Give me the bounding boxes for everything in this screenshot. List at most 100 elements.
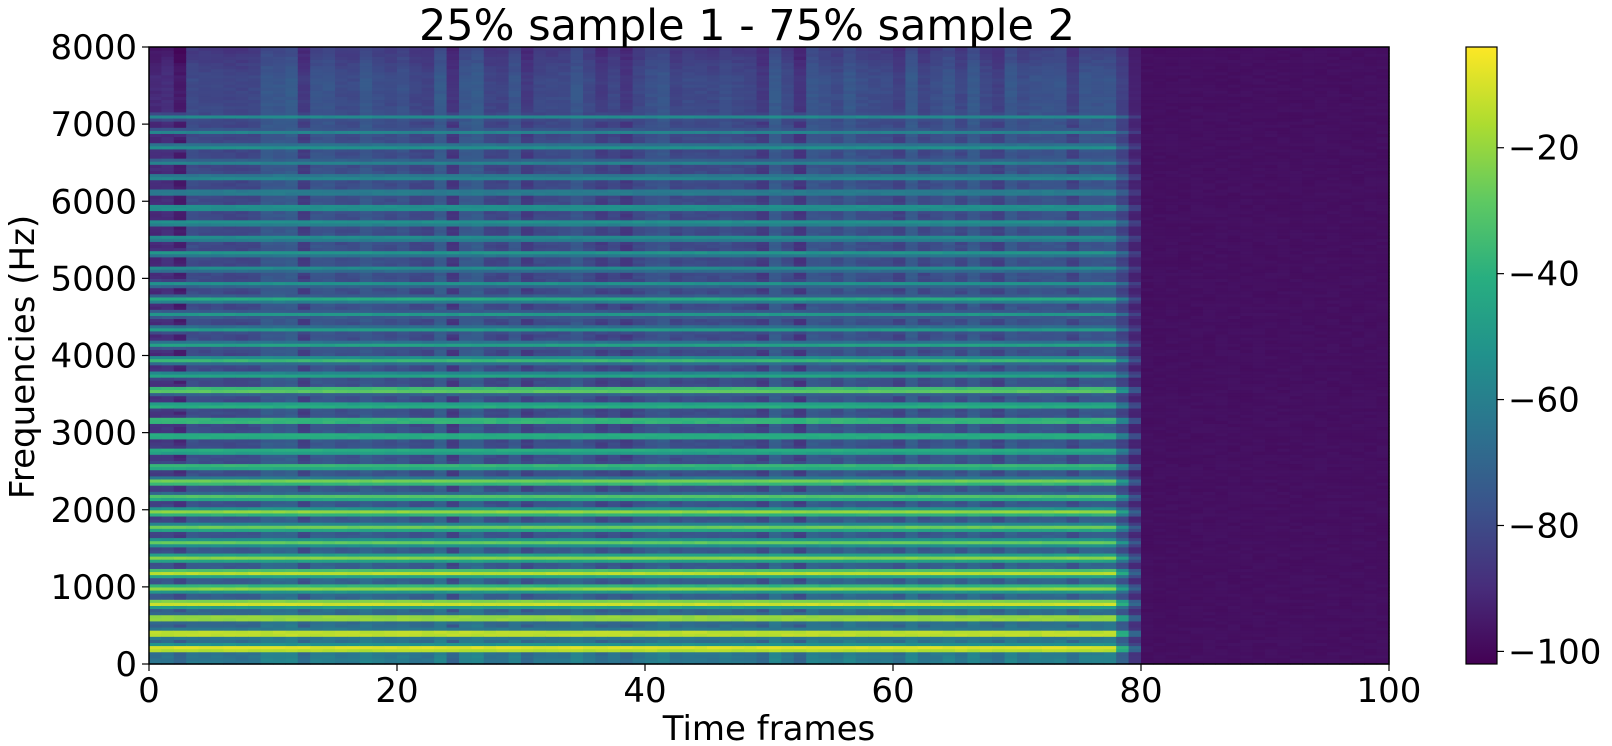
heatmap-cell: [161, 633, 175, 637]
heatmap-cell: [161, 407, 175, 412]
heatmap-cell: [223, 53, 237, 57]
heatmap-cell: [273, 269, 286, 273]
heatmap-cell: [149, 238, 162, 242]
heatmap-cell: [273, 367, 286, 372]
heatmap-cell: [260, 435, 274, 440]
heatmap-cell: [198, 574, 212, 579]
heatmap-cell: [161, 96, 175, 101]
heatmap-cell: [248, 411, 262, 415]
heatmap-cell: [235, 469, 249, 474]
heatmap-cell: [173, 333, 187, 338]
heatmap-cell: [173, 451, 187, 455]
heatmap-cell: [273, 392, 286, 397]
heatmap-cell: [149, 80, 162, 85]
heatmap-cell: [161, 460, 175, 465]
heatmap-cell: [198, 235, 212, 239]
heatmap-cell: [198, 448, 212, 452]
heatmap-cell: [235, 552, 249, 557]
heatmap-cell: [161, 185, 175, 190]
heatmap-cell: [211, 349, 224, 354]
heatmap-cell: [186, 266, 200, 270]
heatmap-cell: [149, 53, 162, 57]
heatmap-cell: [149, 170, 162, 175]
heatmap-cell: [198, 253, 212, 258]
heatmap-cell: [260, 614, 274, 619]
heatmap-cell: [198, 102, 212, 107]
heatmap-cell: [273, 232, 286, 236]
heatmap-cell: [149, 343, 162, 347]
heatmap-cell: [235, 648, 249, 653]
heatmap-cell: [173, 512, 187, 517]
heatmap-cell: [149, 660, 162, 665]
heatmap-cell: [211, 370, 224, 375]
heatmap-cell: [149, 525, 162, 529]
heatmap-cell: [211, 275, 224, 279]
heatmap-cell: [211, 389, 224, 394]
heatmap-cell: [223, 568, 237, 573]
heatmap-cell: [273, 93, 286, 97]
heatmap-cell: [260, 617, 274, 622]
heatmap-cell: [211, 99, 224, 104]
heatmap-cell: [149, 657, 162, 662]
heatmap-cell: [248, 639, 262, 643]
heatmap-cell: [223, 47, 237, 51]
heatmap-cell: [248, 383, 262, 387]
heatmap-cell: [186, 299, 200, 304]
heatmap-cell: [173, 352, 187, 357]
heatmap-cell: [248, 108, 262, 113]
heatmap-cell: [173, 599, 187, 603]
heatmap-cell: [198, 370, 212, 375]
heatmap-cell: [198, 296, 212, 301]
heatmap-cell: [235, 96, 249, 101]
heatmap-cell: [235, 589, 249, 594]
heatmap-cell: [260, 559, 274, 563]
heatmap-cell: [211, 481, 224, 486]
heatmap-cell: [186, 630, 200, 634]
heatmap-cell: [173, 407, 187, 412]
heatmap-cell: [211, 343, 224, 347]
heatmap-cell: [198, 552, 212, 557]
heatmap-cell: [211, 586, 224, 591]
heatmap-cell: [260, 620, 274, 625]
heatmap-cell: [198, 170, 212, 175]
heatmap-cell: [173, 645, 187, 650]
heatmap-cell: [149, 438, 162, 443]
heatmap-cell: [223, 139, 237, 144]
heatmap-cell: [260, 568, 274, 573]
heatmap-cell: [211, 74, 224, 79]
heatmap-cell: [173, 608, 187, 613]
heatmap-cell: [149, 244, 162, 249]
heatmap-cell: [260, 188, 274, 193]
heatmap-cell: [198, 435, 212, 440]
heatmap-cell: [260, 321, 274, 326]
heatmap-cell: [235, 546, 249, 551]
heatmap-cell: [273, 151, 286, 156]
heatmap-cell: [173, 142, 187, 147]
heatmap-cell: [223, 380, 237, 384]
heatmap-cell: [161, 99, 175, 104]
heatmap-cell: [149, 377, 162, 381]
heatmap-cell: [248, 74, 262, 79]
heatmap-cell: [198, 99, 212, 104]
heatmap-cell: [186, 121, 200, 125]
heatmap-cell: [211, 494, 224, 498]
heatmap-cell: [161, 151, 175, 156]
heatmap-cell: [223, 62, 237, 67]
heatmap-cell: [248, 549, 262, 554]
heatmap-cell: [149, 148, 162, 153]
heatmap-cell: [235, 219, 249, 224]
heatmap-cell: [198, 614, 212, 619]
heatmap-cell: [173, 179, 187, 184]
heatmap-cell: [260, 303, 274, 307]
heatmap-cell: [248, 432, 262, 437]
heatmap-cell: [198, 74, 212, 79]
heatmap-cell: [211, 287, 224, 292]
heatmap-cell: [235, 407, 249, 412]
heatmap-cell: [186, 485, 200, 489]
heatmap-cell: [198, 201, 212, 205]
heatmap-cell: [198, 198, 212, 202]
heatmap-cell: [260, 56, 274, 60]
heatmap-cell: [235, 429, 249, 434]
heatmap-cell: [248, 423, 262, 428]
heatmap-cell: [198, 531, 212, 536]
